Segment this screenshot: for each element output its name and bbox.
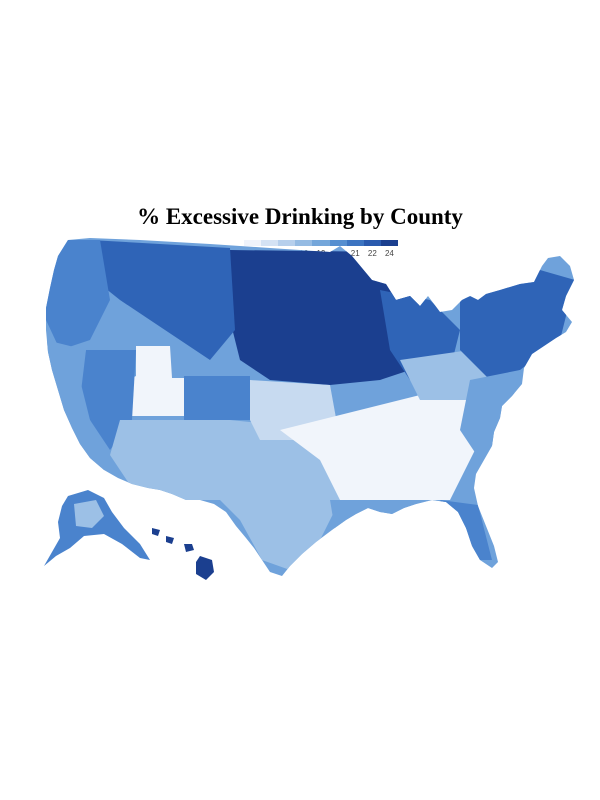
- region-hawaii-kauai: [152, 528, 160, 536]
- legend-tick-label: 22: [367, 249, 377, 258]
- region-southwest: [110, 420, 240, 500]
- region-texas: [220, 420, 340, 570]
- legend-tick-label: 21: [350, 249, 360, 258]
- region-hawaii-big-island: [196, 556, 214, 580]
- region-northern-rockies: [90, 240, 235, 360]
- legend-color-bar: [244, 240, 398, 246]
- region-california: [46, 340, 120, 470]
- region-alaska: [44, 490, 150, 566]
- map-title: % Excessive Drinking by County: [137, 204, 463, 229]
- county-regions: [46, 240, 574, 570]
- legend-swatch: [244, 240, 262, 246]
- region-colorado: [184, 376, 250, 420]
- region-northeast: [460, 270, 574, 380]
- legend-swatch: [380, 240, 398, 246]
- region-alaska-interior: [74, 500, 104, 528]
- region-hawaii-oahu: [166, 536, 174, 544]
- legend-swatch: [363, 240, 381, 246]
- region-hawaii-maui: [184, 544, 194, 552]
- region-upper-midwest: [225, 250, 420, 385]
- legend-swatch: [295, 240, 313, 246]
- region-florida: [440, 500, 492, 560]
- contiguous-us-region: [46, 238, 574, 576]
- region-mid-atlantic: [460, 370, 520, 460]
- legend-swatch: [346, 240, 364, 246]
- legend-swatch: [261, 240, 279, 246]
- region-utah: [132, 346, 184, 416]
- legend-swatch: [312, 240, 330, 246]
- region-south-central: [280, 380, 490, 505]
- region-pacific-northwest: [46, 240, 110, 350]
- legend-swatch: [329, 240, 347, 246]
- legend-tick-label: 24: [384, 249, 394, 258]
- legend-swatch: [278, 240, 296, 246]
